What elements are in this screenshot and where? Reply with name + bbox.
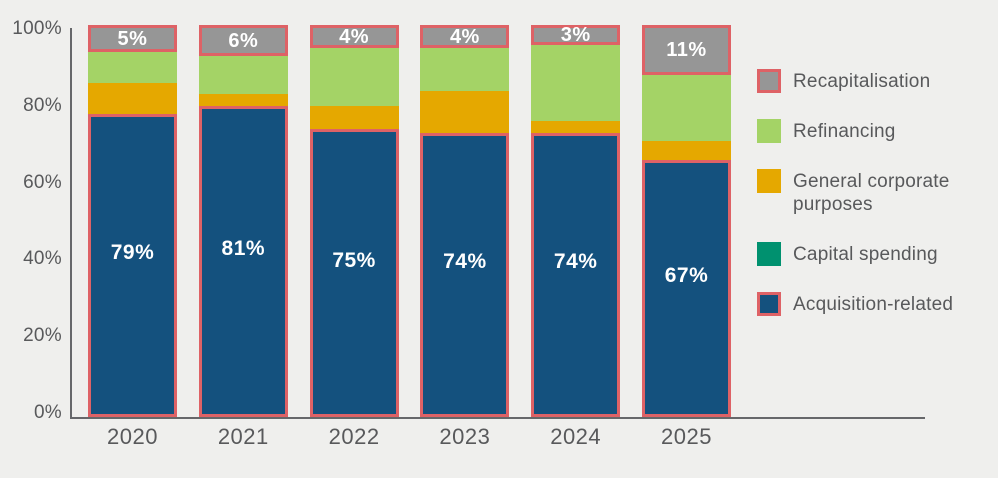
legend-swatch-acquisition-related xyxy=(757,292,781,316)
segment-value-label: 74% xyxy=(443,250,487,274)
y-axis-tick-label: 20% xyxy=(23,325,62,347)
segment-value-label: 11% xyxy=(666,39,707,62)
segment-value-label: 67% xyxy=(664,263,709,287)
segment-recapitalisation: 4% xyxy=(420,25,510,49)
y-axis-tick-label: 100% xyxy=(12,18,62,39)
segment-value-label: 75% xyxy=(332,248,376,272)
segment-recapitalisation: 3% xyxy=(531,23,621,46)
segment-value-label: 3% xyxy=(560,23,591,46)
legend-swatch-recapitalisation xyxy=(757,69,781,93)
segment-value-label: 5% xyxy=(117,27,148,50)
segment-acquisition-related: 79% xyxy=(88,113,177,417)
segment-value-label: 4% xyxy=(449,25,480,48)
segment-recapitalisation: 4% xyxy=(309,25,399,49)
segment-refinancing xyxy=(642,75,731,141)
legend-item-refinancing: Refinancing xyxy=(757,119,995,143)
legend-label: Acquisition-related xyxy=(793,294,954,315)
legend-item-general-corporate-purposes: General corporate purposes xyxy=(757,169,995,216)
segment-value-label: 74% xyxy=(553,250,598,274)
segment-general-corporate-purposes xyxy=(420,90,510,133)
x-axis-category-label: 2023 xyxy=(439,424,491,449)
y-axis-line xyxy=(70,28,72,418)
legend-label: Recapitalisation xyxy=(793,71,931,92)
x-axis-category-label: 2021 xyxy=(217,424,269,449)
bar-column-2024: 74% 3% xyxy=(531,23,621,417)
segment-acquisition-related: 81% xyxy=(198,105,288,417)
x-axis-line xyxy=(70,417,925,419)
bar-column-2025: 67% 11% xyxy=(642,25,731,417)
segment-value-label: 81% xyxy=(221,236,266,260)
segment-acquisition-related: 67% xyxy=(642,159,731,417)
segment-recapitalisation: 5% xyxy=(88,25,177,53)
segment-general-corporate-purposes xyxy=(531,121,621,133)
segment-value-label: 6% xyxy=(228,29,259,52)
segment-refinancing xyxy=(420,48,510,91)
bar-column-2021: 81% 6% xyxy=(198,25,288,417)
segment-recapitalisation: 6% xyxy=(198,25,288,57)
legend-item-capital-spending: Capital spending xyxy=(757,242,995,266)
segment-acquisition-related: 74% xyxy=(531,132,621,417)
bar-column-2023: 74% 4% xyxy=(420,25,510,417)
y-axis-tick-label: 80% xyxy=(23,94,62,116)
segment-general-corporate-purposes xyxy=(198,94,288,106)
segment-refinancing xyxy=(198,56,288,95)
legend-swatch-capital-spending xyxy=(757,242,781,266)
legend-label: General corporate purposes xyxy=(793,171,950,215)
segment-general-corporate-purposes xyxy=(642,140,731,160)
legend: Recapitalisation Refinancing General corpo… xyxy=(757,69,995,316)
segment-acquisition-related: 75% xyxy=(309,129,399,417)
legend-item-recapitalisation: Recapitalisation xyxy=(757,69,995,93)
segment-general-corporate-purposes xyxy=(309,105,399,129)
y-axis-tick-label: 0% xyxy=(33,402,62,423)
segment-value-label: 4% xyxy=(339,25,370,48)
segment-refinancing xyxy=(88,52,177,83)
bar-column-2022: 75% 4% xyxy=(309,25,399,417)
x-axis-category-label: 2024 xyxy=(550,424,602,449)
legend-item-acquisition-related: Acquisition-related xyxy=(757,292,995,316)
bar-column-2020: 79% 5% xyxy=(88,25,177,417)
x-axis-category-label: 2022 xyxy=(328,424,380,449)
segment-general-corporate-purposes xyxy=(88,82,177,114)
segment-recapitalisation: 11% xyxy=(642,25,731,76)
legend-swatch-refinancing xyxy=(757,119,781,143)
x-axis-category-label: 2025 xyxy=(661,424,712,449)
y-axis-tick-label: 60% xyxy=(23,171,62,193)
legend-label: Refinancing xyxy=(793,121,896,142)
segment-refinancing xyxy=(531,44,621,122)
segment-refinancing xyxy=(309,48,399,106)
segment-value-label: 79% xyxy=(110,240,155,264)
legend-swatch-general-corporate-purposes xyxy=(757,169,781,193)
segment-acquisition-related: 74% xyxy=(420,132,510,417)
x-axis-category-label: 2020 xyxy=(107,424,158,449)
y-axis-tick-label: 40% xyxy=(23,248,62,270)
legend-label: Capital spending xyxy=(793,244,938,265)
